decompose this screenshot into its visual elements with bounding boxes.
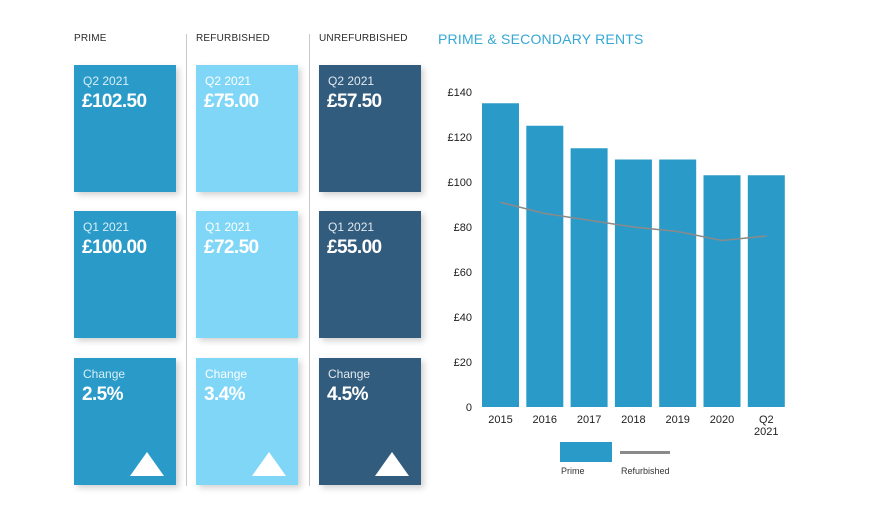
card-label: Change bbox=[83, 367, 126, 381]
card-value: £102.50 bbox=[82, 91, 147, 112]
x-tick-label: 2017 bbox=[577, 414, 601, 426]
up-triangle-icon bbox=[375, 452, 409, 476]
legend-prime-swatch bbox=[560, 442, 612, 462]
y-tick-label: £120 bbox=[448, 132, 472, 144]
refurbished-heading: REFURBISHED bbox=[196, 33, 270, 44]
bar-2015 bbox=[482, 103, 519, 407]
card-label: Q2 2021 bbox=[328, 74, 375, 88]
card-label: Q2 2021 bbox=[205, 74, 252, 88]
x-tick-label: Q2 2021 bbox=[754, 414, 778, 438]
card-value: 4.5% bbox=[327, 384, 369, 405]
card-value: £55.00 bbox=[327, 237, 382, 258]
prime-change-card: Change 2.5% bbox=[74, 358, 176, 485]
card-value: £57.50 bbox=[327, 91, 382, 112]
card-label: Change bbox=[328, 367, 371, 381]
y-tick-label: £80 bbox=[454, 222, 472, 234]
bar-q2-2021 bbox=[747, 175, 785, 407]
column-divider bbox=[309, 34, 310, 486]
card-label: Change bbox=[205, 367, 248, 381]
card-label: Q2 2021 bbox=[83, 74, 130, 88]
card-value: £72.50 bbox=[204, 237, 259, 258]
y-tick-label: 0 bbox=[466, 402, 472, 414]
y-tick-label: £40 bbox=[454, 312, 472, 324]
prime-q2-card: Q2 2021 £102.50 bbox=[74, 65, 176, 192]
y-tick-label: £20 bbox=[454, 357, 472, 369]
refurbished-q1-card: Q1 2021 £72.50 bbox=[196, 211, 298, 338]
bar-2019 bbox=[659, 159, 697, 407]
unrefurbished-q2-card: Q2 2021 £57.50 bbox=[319, 65, 421, 192]
card-value: 2.5% bbox=[82, 384, 124, 405]
x-tick-label: 2015 bbox=[488, 414, 512, 426]
unrefurbished-change-card: Change 4.5% bbox=[319, 358, 421, 485]
prime-heading: PRIME bbox=[74, 33, 107, 44]
card-value: £100.00 bbox=[82, 237, 147, 258]
bar-2017 bbox=[570, 148, 608, 407]
card-label: Q1 2021 bbox=[83, 220, 130, 234]
column-divider bbox=[186, 34, 187, 486]
prime-q1-card: Q1 2021 £100.00 bbox=[74, 211, 176, 338]
up-triangle-icon bbox=[252, 452, 286, 476]
bar-2016 bbox=[526, 125, 564, 407]
legend-prime-label: Prime bbox=[561, 466, 585, 476]
unrefurbished-q1-card: Q1 2021 £55.00 bbox=[319, 211, 421, 338]
card-label: Q1 2021 bbox=[205, 220, 252, 234]
legend-refurbished-line bbox=[620, 451, 670, 454]
x-tick-label: 2019 bbox=[665, 414, 689, 426]
refurbished-change-card: Change 3.4% bbox=[196, 358, 298, 485]
bar-2018 bbox=[614, 159, 652, 407]
unrefurbished-heading: UNREFURBISHED bbox=[319, 33, 408, 44]
y-tick-label: £60 bbox=[454, 267, 472, 279]
refurbished-series-line bbox=[500, 201, 767, 242]
refurbished-q2-card: Q2 2021 £75.00 bbox=[196, 65, 298, 192]
bar-2020 bbox=[703, 175, 741, 407]
x-tick-label: 2016 bbox=[533, 414, 557, 426]
x-tick-label: 2018 bbox=[621, 414, 645, 426]
rents-chart: £140 £120 £100 £80 £60 £40 £20 0 2015 2016 2017 201… bbox=[448, 87, 785, 438]
chart-title: PRIME & SECONDARY RENTS bbox=[438, 31, 644, 47]
card-value: 3.4% bbox=[204, 384, 246, 405]
legend-refurbished-label: Refurbished bbox=[621, 466, 670, 476]
y-tick-label: £140 bbox=[448, 87, 472, 99]
up-triangle-icon bbox=[130, 452, 164, 476]
card-label: Q1 2021 bbox=[328, 220, 375, 234]
y-tick-label: £100 bbox=[448, 177, 472, 189]
card-value: £75.00 bbox=[204, 91, 259, 112]
x-tick-label: 2020 bbox=[710, 414, 734, 426]
